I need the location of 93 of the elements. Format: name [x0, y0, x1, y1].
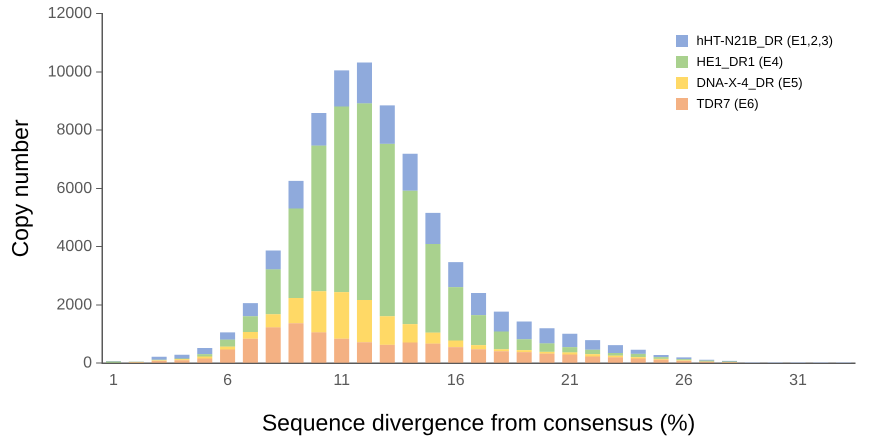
x-tick-label: 11: [333, 372, 350, 390]
bar: [288, 323, 304, 363]
bar: [585, 350, 600, 354]
bar: [471, 292, 486, 316]
bar: [448, 347, 464, 363]
bar: [288, 180, 304, 208]
bar: [471, 349, 486, 363]
y-tick-label: 10000: [48, 63, 92, 80]
bar: [448, 340, 464, 348]
bar: [266, 250, 281, 270]
legend-label: TDR7 (E6): [696, 95, 759, 113]
bar: [356, 62, 372, 104]
x-tick-label: 21: [560, 372, 579, 390]
bar: [356, 103, 372, 300]
bar: [197, 348, 212, 354]
bar: [242, 338, 258, 363]
x-tick-label: 16: [446, 372, 465, 390]
bar: [288, 298, 304, 324]
bar: [242, 303, 258, 316]
bar: [402, 324, 418, 343]
bar: [494, 331, 509, 350]
x-axis-title: Sequence divergence from consensus (%): [262, 410, 696, 436]
bar: [311, 332, 326, 363]
x-tick-label: 6: [223, 372, 232, 390]
y-tick-label: 6000: [56, 180, 92, 197]
y-tick-label: 8000: [56, 122, 92, 139]
bar: [562, 347, 578, 352]
bar: [266, 327, 281, 363]
bar: [380, 105, 395, 144]
bar: [539, 343, 555, 352]
bar: [630, 358, 646, 363]
y-tick-label: 0: [83, 354, 92, 372]
bar: [334, 106, 350, 292]
bar: [608, 353, 623, 356]
bar: [471, 345, 486, 350]
bar: [425, 244, 440, 333]
bar: [516, 352, 532, 363]
bar: [425, 212, 440, 244]
bar: [402, 154, 418, 191]
bar: [197, 358, 212, 363]
bar: [174, 354, 190, 359]
bar: [516, 322, 532, 340]
bar: [380, 344, 395, 363]
bar: [516, 339, 532, 350]
bar: [220, 346, 236, 350]
bar: [425, 332, 440, 344]
bar: [311, 112, 326, 146]
bar: [242, 316, 258, 332]
bar: [356, 300, 372, 342]
bar: [356, 342, 372, 363]
bar: [630, 354, 646, 358]
bar: [266, 269, 281, 314]
bar: [380, 316, 395, 345]
bar: [585, 356, 600, 363]
bar: [562, 334, 578, 348]
y-tick-label: 2000: [56, 296, 92, 314]
x-tick-label: 31: [789, 372, 807, 390]
bar: [402, 342, 418, 363]
legend-label: DNA-X-4_DR (E5): [696, 74, 803, 92]
legend-label: hHT-N21B_DR (E1,2,3): [696, 32, 833, 50]
bar: [242, 332, 258, 339]
bar: [220, 332, 236, 340]
bar: [380, 144, 395, 316]
bar: [608, 357, 623, 363]
bar: [539, 354, 555, 363]
bar: [562, 354, 578, 363]
bar: [448, 287, 464, 340]
bar: [494, 351, 509, 363]
bar: [266, 314, 281, 328]
y-tick-label: 12000: [48, 5, 92, 22]
bar: [539, 328, 555, 344]
bar: [288, 208, 304, 298]
bar: [334, 292, 350, 339]
bar: [220, 350, 236, 363]
bar: [334, 338, 350, 363]
bar: [494, 312, 509, 332]
bar: [402, 190, 418, 324]
bar: [471, 315, 486, 346]
bar: [608, 345, 623, 354]
bar: [654, 360, 669, 363]
bar: [220, 340, 236, 347]
y-tick-label: 4000: [56, 238, 92, 256]
x-tick-label: 26: [674, 372, 693, 390]
bar: [448, 262, 464, 288]
bar: [425, 344, 440, 363]
bar: [585, 340, 600, 350]
y-axis-title: Copy number: [7, 119, 34, 258]
bar: [311, 146, 326, 292]
bar: [334, 70, 350, 107]
legend-label: HE1_DR1 (E4): [696, 53, 784, 71]
x-tick-label: 1: [109, 372, 118, 390]
bar: [630, 350, 646, 354]
bar: [311, 291, 326, 332]
